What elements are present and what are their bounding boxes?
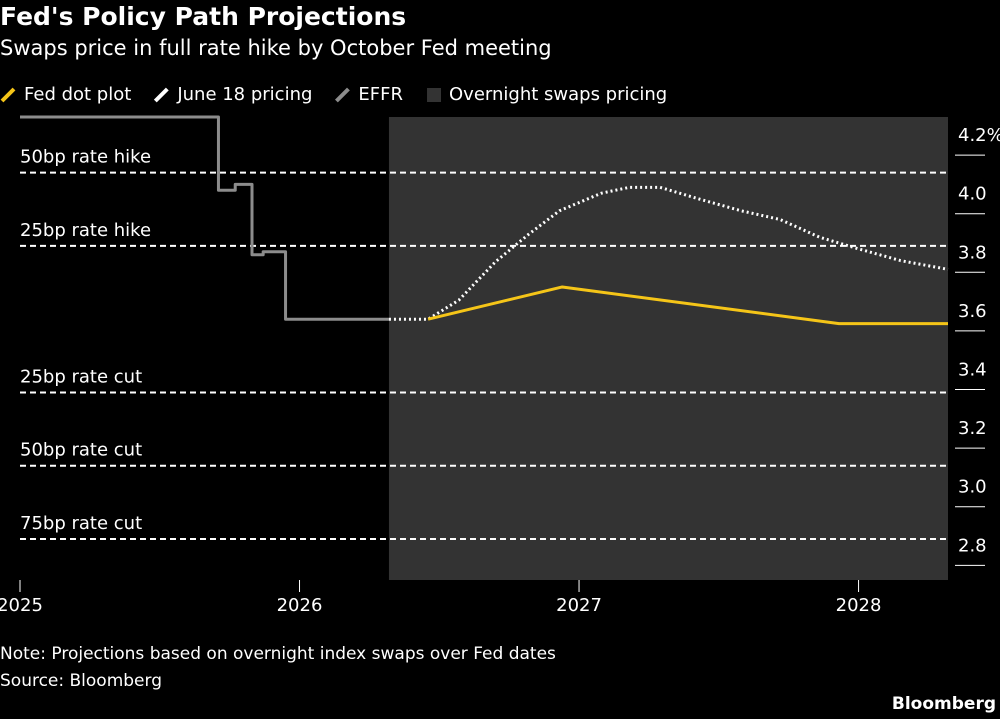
reference-label: 25bp rate cut — [20, 366, 142, 387]
legend-swatch — [153, 87, 169, 103]
shaded-region — [388, 117, 948, 580]
legend-swatch — [427, 88, 442, 102]
y-tick-label: 3.4 — [958, 360, 987, 381]
reference-label: 75bp rate cut — [20, 513, 142, 534]
reference-label: 50bp rate cut — [20, 440, 142, 461]
legend-label: June 18 pricing — [176, 84, 312, 105]
reference-label: 50bp rate hike — [20, 147, 151, 168]
y-tick-label: 3.8 — [958, 242, 987, 263]
y-tick-label: 2.8 — [958, 535, 987, 556]
series-line — [427, 285, 948, 326]
series-line — [388, 185, 949, 321]
y-tick-label: 4.2% — [958, 125, 1000, 146]
legend-label: Fed dot plot — [24, 84, 131, 105]
note: Note: Projections based on overnight ind… — [0, 644, 556, 664]
source: Source: Bloomberg — [0, 671, 162, 691]
legend-swatch — [0, 87, 16, 103]
chart-title: Fed's Policy Path Projections — [0, 2, 406, 31]
reference-label: 25bp rate hike — [20, 220, 151, 241]
x-tick-label: 2028 — [836, 595, 882, 616]
y-tick-label: 3.2 — [958, 418, 987, 439]
brand: Bloomberg — [892, 694, 996, 714]
chart-subtitle: Swaps price in full rate hike by October… — [0, 36, 552, 60]
y-tick-label: 3.0 — [958, 477, 987, 498]
legend-label: EFFR — [358, 84, 403, 105]
legend-label: Overnight swaps pricing — [449, 84, 667, 105]
y-tick-label: 4.0 — [958, 184, 987, 205]
x-tick-label: 2027 — [556, 595, 602, 616]
series-line — [20, 115, 389, 321]
legend-swatch — [335, 87, 350, 103]
x-tick-label: 2025 — [0, 595, 43, 616]
x-tick-label: 2026 — [277, 595, 323, 616]
y-tick-label: 3.6 — [958, 301, 987, 322]
